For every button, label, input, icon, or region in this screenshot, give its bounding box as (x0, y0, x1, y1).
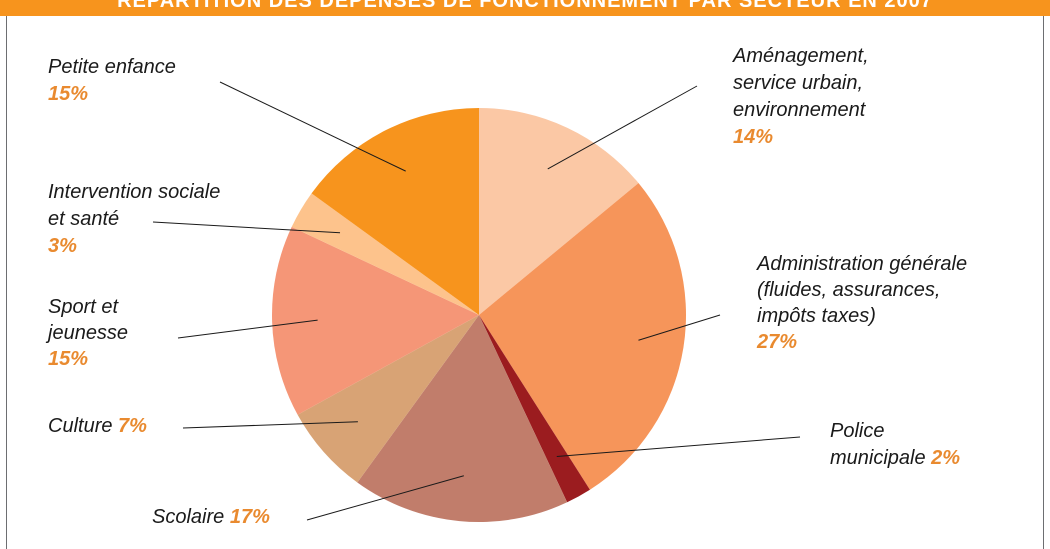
slice-percent: 15% (48, 348, 88, 370)
leader-line (182, 421, 358, 429)
slice-label: service urbain, (733, 72, 863, 94)
slice-percent: 7% (112, 415, 147, 437)
pie-slice (272, 226, 479, 415)
slice-percent: 17% (224, 506, 270, 528)
slice-percent: 27% (756, 331, 797, 353)
slice-label: Aménagement, (732, 45, 869, 67)
leader-line (177, 319, 318, 339)
pie-slice (479, 108, 639, 315)
leader-line (152, 221, 341, 234)
slice-label: Police (830, 420, 884, 442)
slice-label: jeunesse (45, 322, 128, 344)
pie-slice (291, 193, 479, 315)
slice-label: Culture 7% (48, 415, 147, 437)
leader-line (547, 85, 698, 170)
leader-line (306, 475, 464, 521)
slice-label: environnement (733, 99, 867, 121)
leader-line (638, 314, 721, 341)
slice-label: Intervention sociale (48, 181, 220, 203)
pie-slice (479, 183, 686, 490)
chart-title: RÉPARTITION DES DÉPENSES DE FONCTIONNEME… (117, 0, 933, 12)
slice-percent: 3% (48, 235, 77, 257)
leader-line (219, 81, 406, 172)
slice-label: (fluides, assurances, (757, 279, 940, 301)
slice-label: Administration générale (756, 253, 967, 275)
pie-slice (311, 108, 479, 315)
slice-percent: 2% (926, 447, 961, 469)
slice-percent: 15% (48, 83, 88, 105)
slice-label: Scolaire 17% (152, 506, 270, 528)
pie-slice (479, 315, 590, 503)
pie-slice (297, 315, 479, 483)
header-bar: RÉPARTITION DES DÉPENSES DE FONCTIONNEME… (0, 0, 1050, 16)
slice-label: et santé (48, 208, 119, 230)
slice-percent: 14% (733, 126, 773, 148)
leader-line (556, 436, 801, 457)
slice-label: Petite enfance (48, 56, 176, 78)
pie-slice (357, 315, 568, 522)
slice-label: municipale 2% (830, 447, 960, 469)
slice-label: impôts taxes) (757, 305, 876, 327)
chart-frame (6, 16, 1044, 549)
slice-label: Sport et (48, 296, 119, 318)
